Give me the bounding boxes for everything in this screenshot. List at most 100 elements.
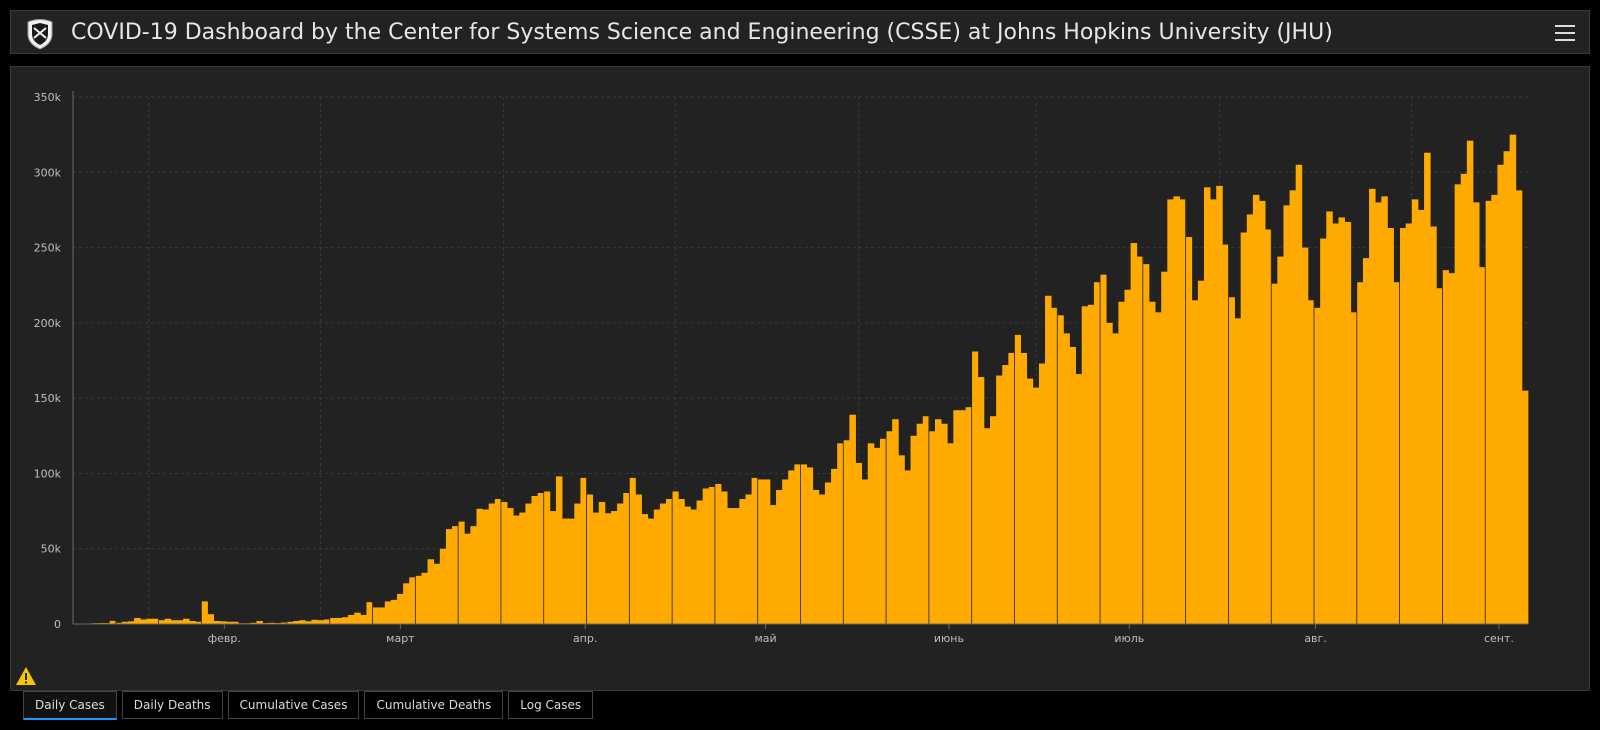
bar[interactable] (714, 483, 722, 624)
bar[interactable] (121, 621, 129, 624)
bar[interactable] (586, 494, 594, 624)
bar[interactable] (1252, 194, 1260, 624)
bar[interactable] (886, 431, 893, 624)
bar[interactable] (1301, 247, 1309, 625)
bar[interactable] (623, 493, 630, 624)
bar[interactable] (1069, 346, 1077, 624)
bar[interactable] (837, 443, 844, 624)
bar[interactable] (721, 491, 728, 624)
warning-icon[interactable] (15, 666, 37, 686)
bar[interactable] (947, 443, 954, 624)
bar[interactable] (757, 479, 765, 624)
bar[interactable] (158, 620, 166, 624)
bar[interactable] (555, 476, 563, 624)
bar[interactable] (867, 443, 875, 624)
bar[interactable] (225, 621, 233, 624)
bar[interactable] (1057, 315, 1064, 624)
bar[interactable] (176, 620, 184, 624)
bar[interactable] (1191, 300, 1199, 624)
bar[interactable] (134, 617, 141, 624)
bar[interactable] (299, 620, 306, 624)
bar[interactable] (415, 575, 422, 624)
bar[interactable] (1289, 190, 1297, 624)
bar[interactable] (458, 521, 465, 624)
bar[interactable] (953, 410, 960, 624)
bar[interactable] (1411, 199, 1419, 625)
bar[interactable] (1161, 271, 1168, 624)
bar[interactable] (1424, 152, 1431, 624)
bar[interactable] (1369, 188, 1376, 624)
bar[interactable] (641, 514, 649, 624)
bar[interactable] (653, 509, 661, 624)
bar[interactable] (666, 499, 673, 624)
bar[interactable] (1491, 194, 1498, 624)
bar[interactable] (231, 621, 239, 624)
bar[interactable] (1436, 288, 1443, 624)
bar[interactable] (1118, 301, 1125, 624)
bar[interactable] (1185, 237, 1193, 624)
bar[interactable] (598, 502, 606, 624)
bar[interactable] (1063, 333, 1070, 624)
bar[interactable] (1497, 164, 1504, 624)
bar[interactable] (1051, 307, 1058, 624)
bar[interactable] (916, 423, 924, 624)
bar[interactable] (445, 529, 453, 624)
bar[interactable] (580, 477, 587, 624)
bar[interactable] (1136, 256, 1144, 624)
bar[interactable] (1002, 365, 1009, 624)
bar[interactable] (745, 494, 752, 624)
bar[interactable] (1271, 283, 1278, 624)
bar[interactable] (831, 468, 838, 624)
bar[interactable] (1387, 227, 1394, 625)
bar[interactable] (1479, 267, 1486, 624)
tab-daily-cases[interactable]: Daily Cases (23, 691, 117, 720)
bar[interactable] (1020, 352, 1028, 624)
bar[interactable] (910, 435, 918, 624)
bar[interactable] (128, 621, 135, 624)
bar[interactable] (537, 493, 545, 624)
bar[interactable] (1515, 190, 1523, 624)
bar[interactable] (500, 502, 508, 624)
bar[interactable] (348, 614, 355, 624)
bar[interactable] (818, 494, 826, 624)
bar[interactable] (843, 440, 850, 624)
bar[interactable] (1197, 280, 1205, 624)
bar[interactable] (1350, 312, 1358, 624)
bar[interactable] (427, 559, 435, 624)
hamburger-menu-icon[interactable] (1555, 22, 1575, 42)
bar[interactable] (1503, 151, 1511, 624)
bar[interactable] (439, 548, 447, 624)
bar[interactable] (1087, 304, 1095, 624)
bar[interactable] (782, 479, 789, 624)
bar[interactable] (1234, 318, 1242, 624)
bar[interactable] (1448, 273, 1456, 624)
bar[interactable] (928, 431, 936, 624)
bar[interactable] (806, 467, 814, 624)
bar[interactable] (409, 577, 416, 624)
bar[interactable] (672, 491, 679, 624)
bar[interactable] (1430, 226, 1437, 624)
bar[interactable] (696, 500, 704, 624)
bar[interactable] (1045, 295, 1052, 624)
bar[interactable] (390, 599, 398, 624)
bar[interactable] (1454, 184, 1462, 624)
bar[interactable] (708, 486, 716, 624)
bar[interactable] (140, 619, 147, 624)
bar[interactable] (378, 607, 386, 624)
bar[interactable] (568, 518, 575, 624)
bar[interactable] (1093, 282, 1101, 624)
bar[interactable] (268, 622, 276, 624)
bar[interactable] (1509, 134, 1517, 624)
bar[interactable] (592, 512, 600, 624)
tab-cumulative-cases[interactable]: Cumulative Cases (227, 691, 360, 719)
bar[interactable] (494, 499, 502, 624)
bar[interactable] (1295, 164, 1303, 624)
bar[interactable] (1216, 185, 1223, 624)
bar[interactable] (323, 619, 331, 624)
bar[interactable] (617, 503, 624, 624)
bar[interactable] (904, 470, 911, 624)
tab-cumulative-deaths[interactable]: Cumulative Deaths (364, 691, 504, 719)
bar[interactable] (788, 470, 795, 624)
bar[interactable] (213, 620, 221, 624)
bar[interactable] (1210, 199, 1217, 625)
